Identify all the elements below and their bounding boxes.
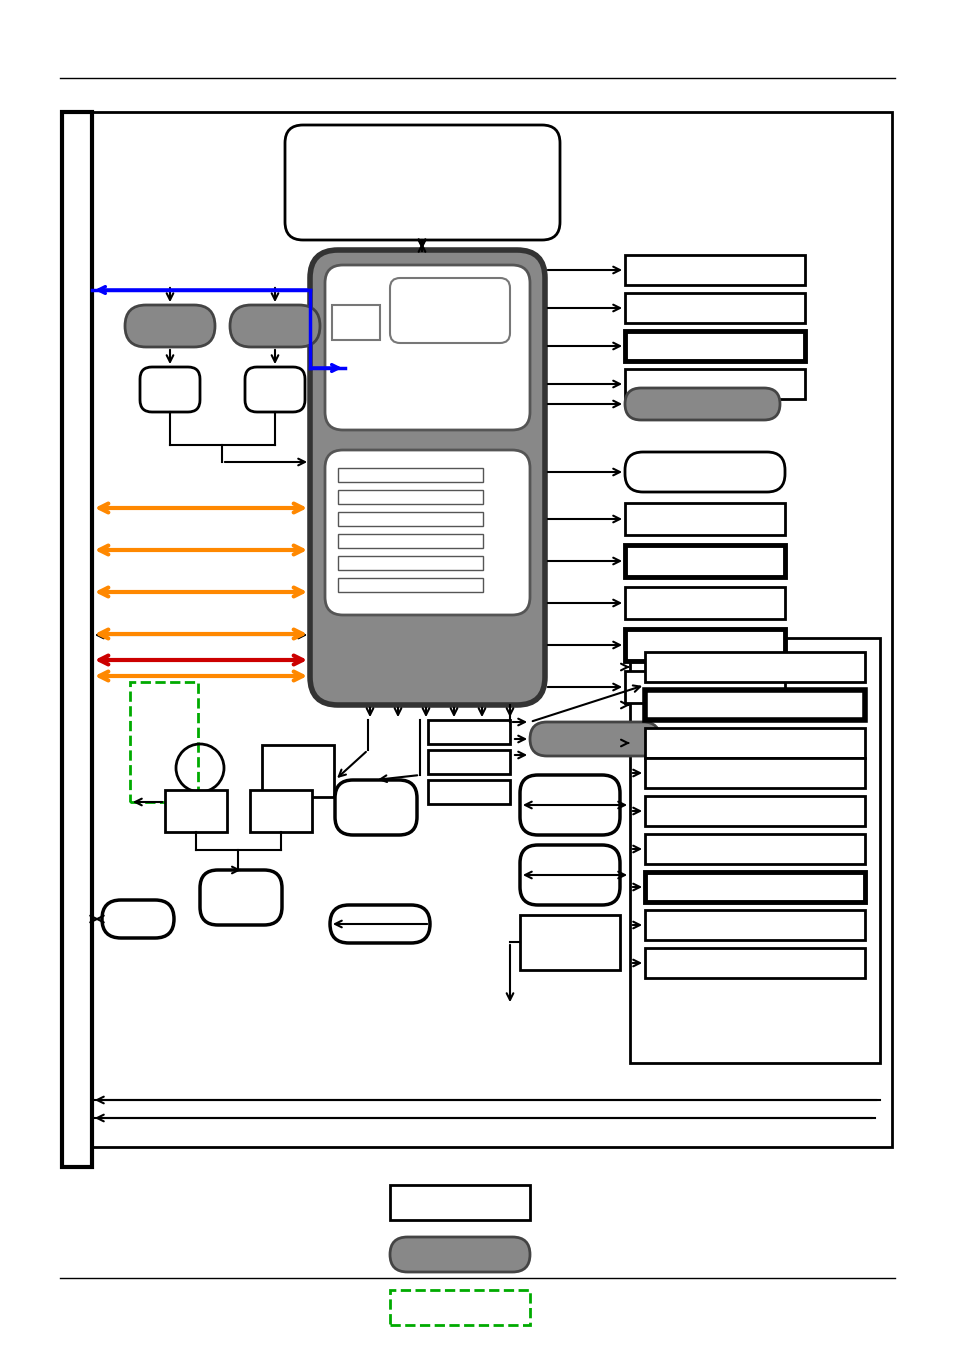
Bar	[332, 305, 379, 340]
Bar	[644, 758, 864, 788]
FancyBboxPatch shape	[325, 265, 530, 430]
Bar	[250, 790, 312, 832]
Bar	[67, 116, 87, 1163]
Bar	[644, 690, 864, 720]
FancyBboxPatch shape	[519, 844, 619, 905]
Bar	[390, 1185, 530, 1220]
Bar	[130, 682, 198, 802]
Bar	[644, 834, 864, 865]
FancyBboxPatch shape	[230, 305, 319, 347]
FancyBboxPatch shape	[140, 367, 200, 412]
Bar	[624, 293, 804, 323]
Bar	[91, 112, 891, 1147]
Bar	[62, 112, 91, 1167]
Bar	[624, 630, 784, 661]
FancyBboxPatch shape	[285, 126, 559, 240]
FancyBboxPatch shape	[390, 1238, 530, 1273]
FancyBboxPatch shape	[335, 780, 416, 835]
Bar	[337, 512, 482, 526]
Bar	[390, 1290, 530, 1325]
FancyBboxPatch shape	[102, 900, 173, 938]
FancyBboxPatch shape	[310, 250, 544, 705]
Bar	[624, 255, 804, 285]
FancyBboxPatch shape	[624, 388, 780, 420]
Bar	[337, 578, 482, 592]
Bar	[262, 744, 334, 797]
FancyBboxPatch shape	[390, 278, 510, 343]
Bar	[337, 490, 482, 504]
Bar	[624, 369, 804, 399]
Bar	[624, 544, 784, 577]
FancyBboxPatch shape	[624, 453, 784, 492]
Bar	[644, 728, 864, 758]
Bar	[644, 871, 864, 902]
Bar	[428, 780, 510, 804]
Bar	[428, 750, 510, 774]
Bar	[624, 503, 784, 535]
Bar	[337, 467, 482, 482]
FancyBboxPatch shape	[530, 721, 659, 757]
FancyBboxPatch shape	[200, 870, 282, 925]
FancyBboxPatch shape	[330, 905, 430, 943]
Bar	[624, 331, 804, 361]
Bar	[165, 790, 227, 832]
FancyBboxPatch shape	[125, 305, 214, 347]
Bar	[519, 915, 619, 970]
Bar	[624, 671, 784, 703]
FancyBboxPatch shape	[519, 775, 619, 835]
Bar	[644, 871, 864, 902]
Bar	[337, 534, 482, 549]
Bar	[629, 638, 879, 1063]
Bar	[644, 796, 864, 825]
FancyBboxPatch shape	[245, 367, 305, 412]
Bar	[644, 911, 864, 940]
Bar	[624, 586, 784, 619]
FancyBboxPatch shape	[325, 450, 530, 615]
Bar	[644, 948, 864, 978]
Bar	[337, 557, 482, 570]
Bar	[644, 653, 864, 682]
Bar	[428, 720, 510, 744]
